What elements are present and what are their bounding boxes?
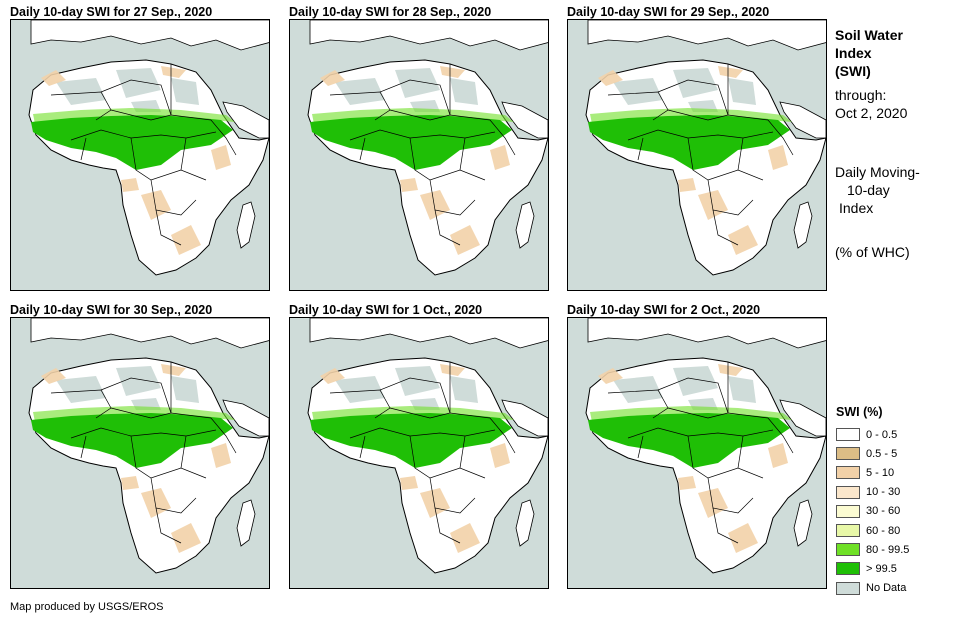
side-title-line: (SWI): [835, 63, 871, 79]
map-panel-3: [567, 19, 827, 291]
panel-title-3: Daily 10-day SWI for 29 Sep., 2020: [567, 5, 770, 19]
panel-title-2: Daily 10-day SWI for 28 Sep., 2020: [289, 5, 492, 19]
legend-item: 5 - 10: [836, 463, 909, 482]
legend-swatch: [836, 466, 860, 480]
desc-line: Index: [839, 200, 874, 216]
legend-swatch: [836, 543, 860, 557]
legend-swatch: [836, 428, 860, 442]
desc-line: 10-day: [847, 182, 890, 198]
legend-title: SWI (%): [836, 405, 883, 419]
africa-map: [290, 318, 548, 588]
africa-map: [11, 20, 269, 290]
legend-item: 0 - 0.5: [836, 425, 909, 444]
legend-swatch: [836, 447, 860, 461]
legend-label: 0 - 0.5: [866, 428, 898, 441]
legend-swatch: [836, 562, 860, 576]
units-label: (% of WHC): [835, 244, 910, 260]
through-block: through: Oct 2, 2020: [835, 86, 907, 122]
legend-rows: 0 - 0.5 0.5 - 5 5 - 10 10 - 30 30 - 60 60 - 8…: [836, 425, 909, 598]
through-label: through:: [835, 87, 887, 103]
legend-label: 80 - 99.5: [866, 543, 910, 556]
legend: SWI (%) 0 - 0.5 0.5 - 5 5 - 10 10 - 30 30 - …: [836, 405, 909, 598]
side-title-line: Index: [835, 45, 872, 61]
panel-title-4: Daily 10-day SWI for 30 Sep., 2020: [10, 303, 213, 317]
panel-title-5: Daily 10-day SWI for 1 Oct., 2020: [289, 303, 483, 317]
map-panel-1: [10, 19, 270, 291]
legend-label: No Data: [866, 582, 907, 595]
credit-footer: Map produced by USGS/EROS: [10, 601, 164, 613]
legend-label: 0.5 - 5: [866, 447, 898, 460]
side-title: Soil Water Index (SWI): [835, 26, 903, 80]
legend-label: 10 - 30: [866, 486, 901, 499]
legend-item: No Data: [836, 579, 909, 598]
map-panel-5: [289, 317, 549, 589]
legend-item: > 99.5: [836, 559, 909, 578]
panel-title-1: Daily 10-day SWI for 27 Sep., 2020: [10, 5, 213, 19]
legend-item: 30 - 60: [836, 502, 909, 521]
index-description: Daily Moving- 10-day Index: [835, 163, 920, 217]
legend-label: 60 - 80: [866, 524, 901, 537]
map-panel-4: [10, 317, 270, 589]
legend-item: 60 - 80: [836, 521, 909, 540]
legend-swatch: [836, 504, 860, 518]
africa-map: [568, 318, 826, 588]
africa-map: [568, 20, 826, 290]
africa-map: [11, 318, 269, 588]
legend-label: 30 - 60: [866, 505, 901, 518]
through-date: Oct 2, 2020: [835, 105, 908, 121]
legend-swatch: [836, 581, 860, 595]
legend-item: 80 - 99.5: [836, 540, 909, 559]
map-panel-2: [289, 19, 549, 291]
legend-swatch: [836, 485, 860, 499]
panel-title-6: Daily 10-day SWI for 2 Oct., 2020: [567, 303, 761, 317]
legend-swatch: [836, 524, 860, 538]
africa-map: [290, 20, 548, 290]
legend-label: > 99.5: [866, 562, 897, 575]
desc-line: Daily Moving-: [835, 164, 920, 180]
legend-label: 5 - 10: [866, 466, 895, 479]
map-panel-6: [567, 317, 827, 589]
side-title-line: Soil Water: [835, 27, 903, 43]
legend-item: 0.5 - 5: [836, 444, 909, 463]
legend-item: 10 - 30: [836, 483, 909, 502]
